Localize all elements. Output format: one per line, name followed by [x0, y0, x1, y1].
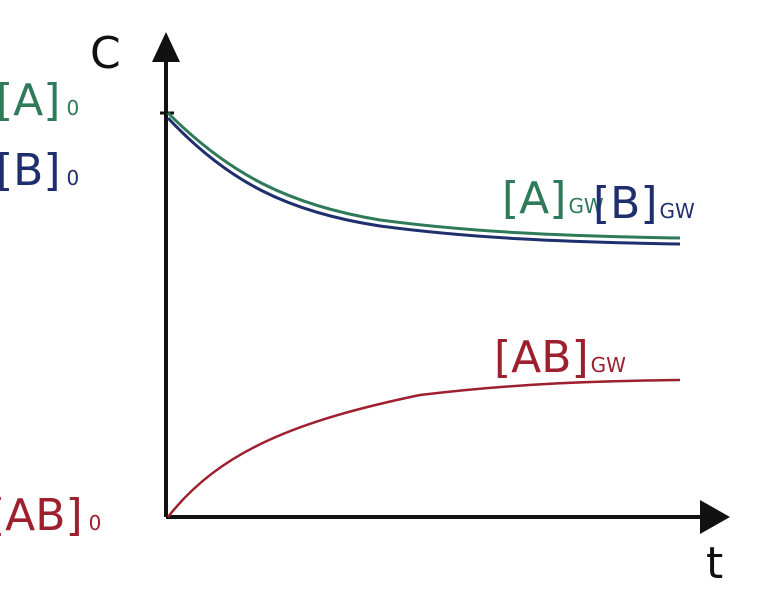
- curve-a: [166, 111, 681, 240]
- start-label-a: [A] 0: [0, 75, 79, 126]
- x-axis-arrow: [700, 500, 730, 534]
- label-sub: GW: [660, 199, 695, 223]
- y-axis-arrow: [152, 32, 180, 62]
- end-label-a: [A] GW: [502, 173, 604, 224]
- x-axis-label: t: [706, 538, 723, 589]
- curve-b: [166, 116, 681, 246]
- label-sub: GW: [591, 353, 626, 377]
- end-label-ab: [AB] GW: [494, 332, 626, 383]
- start-label-b: [B] 0: [0, 145, 79, 196]
- label-main: [B]: [593, 178, 658, 229]
- label-sub: 0: [67, 166, 80, 190]
- label-main: [B]: [0, 145, 61, 196]
- label-sub: 0: [66, 96, 79, 120]
- label-main: [A]: [502, 173, 566, 224]
- start-label-ab: [AB]0: [0, 490, 101, 541]
- y-axis-label: C: [90, 28, 121, 79]
- curve-ab: [167, 378, 681, 518]
- label-main: [AB]: [0, 490, 83, 541]
- label-main: [AB]: [494, 332, 589, 383]
- label-sub: 0: [89, 511, 102, 535]
- label-sub: GW: [568, 194, 603, 218]
- end-label-b: [B] GW: [593, 178, 695, 229]
- label-main: [A]: [0, 75, 60, 126]
